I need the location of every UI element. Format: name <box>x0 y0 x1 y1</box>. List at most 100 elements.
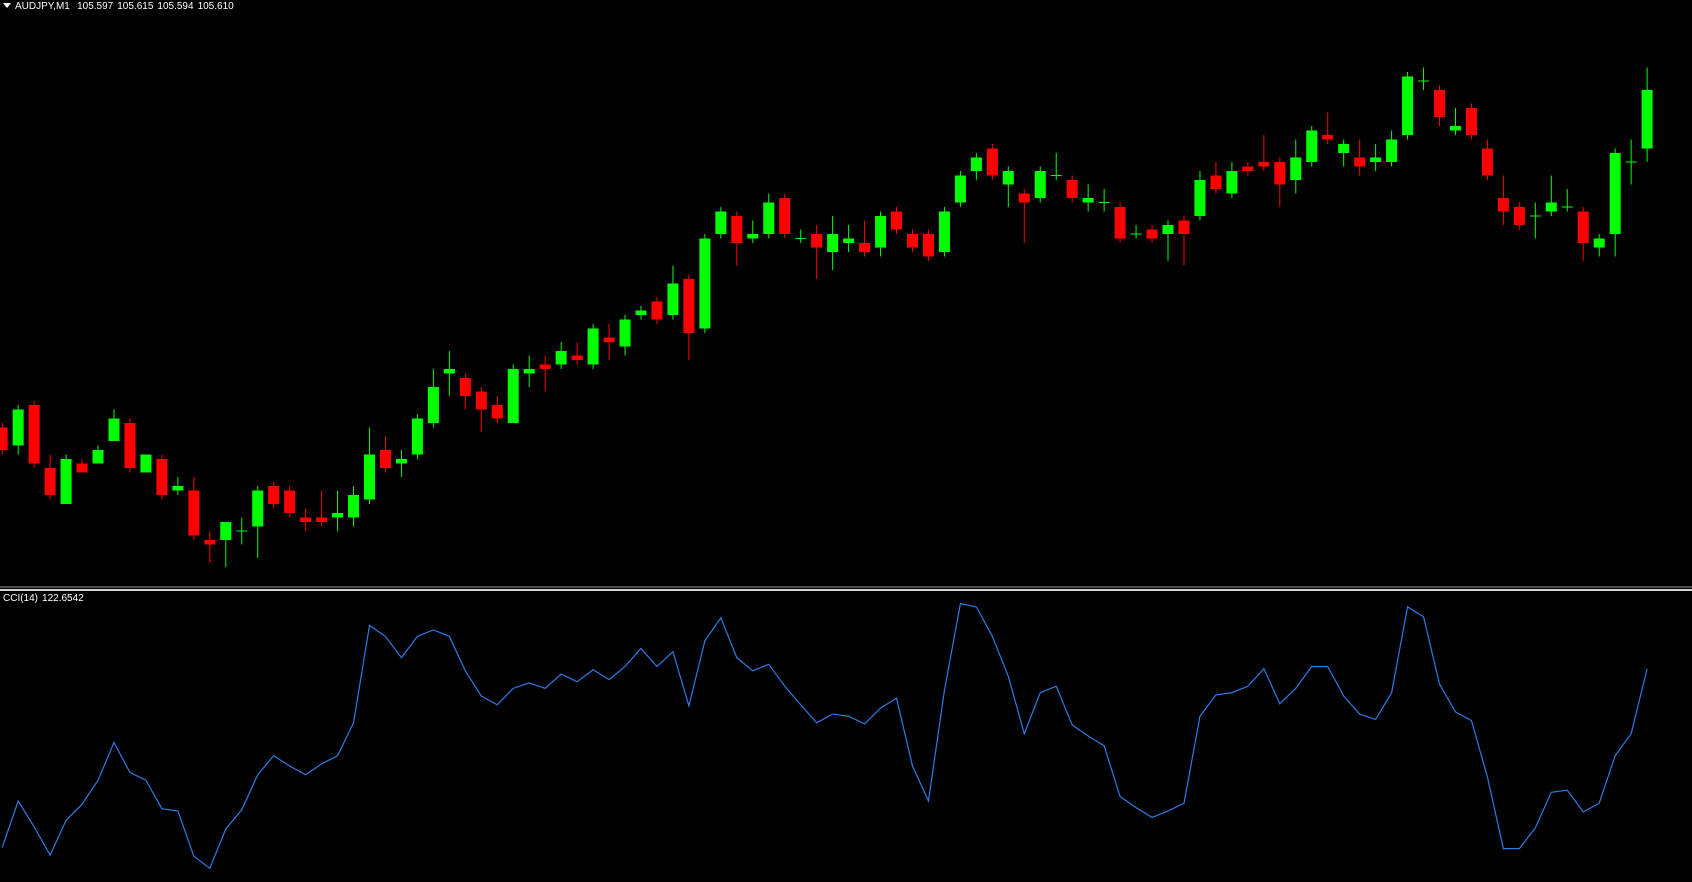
candle-body <box>1194 180 1206 216</box>
candle-body <box>1577 211 1589 243</box>
candle-body <box>603 337 615 342</box>
candle-body <box>571 355 583 360</box>
header-close: 105.610 <box>198 1 235 12</box>
candle-body <box>395 459 407 464</box>
candle-body <box>843 238 855 243</box>
candle-body <box>859 243 871 252</box>
candle-body <box>443 369 455 374</box>
candle-body <box>667 283 679 315</box>
candle-body <box>491 405 503 419</box>
candle-body <box>970 157 982 171</box>
candle-body <box>763 202 775 234</box>
candle-body <box>523 369 535 374</box>
candle-body <box>1290 157 1302 180</box>
candle-body <box>316 517 328 522</box>
candle-body <box>555 351 567 365</box>
candle-body <box>954 175 966 203</box>
menu-triangle[interactable] <box>3 3 11 8</box>
chart-header: AUDJPY,M1 105.597 105.615 105.594 105.610 <box>15 1 234 12</box>
candle-body <box>1434 90 1445 117</box>
candle-body <box>1449 126 1461 131</box>
candle-body <box>108 418 120 441</box>
candle-body <box>1545 202 1557 212</box>
candle-body <box>779 198 791 234</box>
candle-body <box>12 409 24 446</box>
candle-body <box>795 238 807 239</box>
candle-body <box>1114 207 1126 239</box>
candle-body <box>1465 108 1477 135</box>
candle-body <box>1210 175 1222 189</box>
candle-body <box>459 378 471 396</box>
candle-body <box>220 522 232 540</box>
candle-body <box>747 234 759 239</box>
candle-body <box>92 450 104 464</box>
candle-body <box>922 234 934 257</box>
candle-body <box>938 211 950 252</box>
header-open: 105.597 <box>77 1 114 12</box>
candle-body <box>651 301 663 320</box>
candle-body <box>1529 215 1541 217</box>
candle-body <box>1066 180 1078 198</box>
candle-body <box>699 238 711 329</box>
candle-body <box>1561 206 1573 208</box>
candle-body <box>284 490 296 513</box>
candle-body <box>156 459 168 495</box>
candle-body <box>1018 193 1030 203</box>
candle-body <box>875 216 887 248</box>
candle-body <box>1082 198 1094 203</box>
candle-body <box>1641 90 1653 149</box>
header-low: 105.594 <box>157 1 194 12</box>
candle-body <box>731 216 743 243</box>
candle-body <box>811 234 823 248</box>
candle-body <box>1609 153 1621 234</box>
candle-body <box>188 490 200 536</box>
candle-body <box>1034 171 1046 198</box>
candle-body <box>891 211 903 230</box>
candle-body <box>1354 157 1366 167</box>
candle-body <box>587 328 599 365</box>
candle-body <box>635 310 647 315</box>
candle-body <box>827 234 839 252</box>
candle-body <box>619 319 631 347</box>
candle-body <box>1402 76 1414 135</box>
candle-body <box>1625 161 1637 163</box>
candle-body <box>1306 130 1318 162</box>
candle-body <box>1274 162 1286 185</box>
candle-body <box>172 486 184 491</box>
candle-body <box>268 486 280 504</box>
candle-body <box>379 450 391 468</box>
candle-body <box>1002 171 1014 185</box>
candle-body <box>204 540 216 545</box>
candle-body <box>348 495 360 518</box>
candle-body <box>1386 139 1398 162</box>
candle-body <box>1497 198 1509 212</box>
candle-body <box>1338 144 1350 153</box>
candle-body <box>475 391 487 410</box>
candle-body <box>1593 238 1605 248</box>
candle-body <box>539 364 551 369</box>
candle-body <box>986 148 998 176</box>
candle-body <box>1418 80 1430 82</box>
header-high: 105.615 <box>117 1 154 12</box>
candle-body <box>0 427 8 450</box>
candle-body <box>300 517 312 522</box>
candle-body <box>427 387 439 423</box>
candle-body <box>1481 148 1493 176</box>
candle-body <box>1370 157 1382 162</box>
candle-body <box>715 211 727 234</box>
candle-body <box>76 463 88 473</box>
indicator-name: CCI(14) <box>3 593 38 604</box>
candle-body <box>1242 166 1254 171</box>
candle-body <box>1513 207 1525 225</box>
candle-body <box>1226 171 1238 194</box>
candle-body <box>507 369 519 423</box>
candle-body <box>1258 162 1270 167</box>
indicator-value: 122.6542 <box>42 593 84 604</box>
candle-body <box>1162 225 1174 234</box>
candle-body <box>683 279 695 333</box>
candle-body <box>236 530 248 532</box>
candle-body <box>364 454 376 500</box>
symbol: AUDJPY,M1 <box>15 1 70 12</box>
cci-line <box>1 602 1648 870</box>
